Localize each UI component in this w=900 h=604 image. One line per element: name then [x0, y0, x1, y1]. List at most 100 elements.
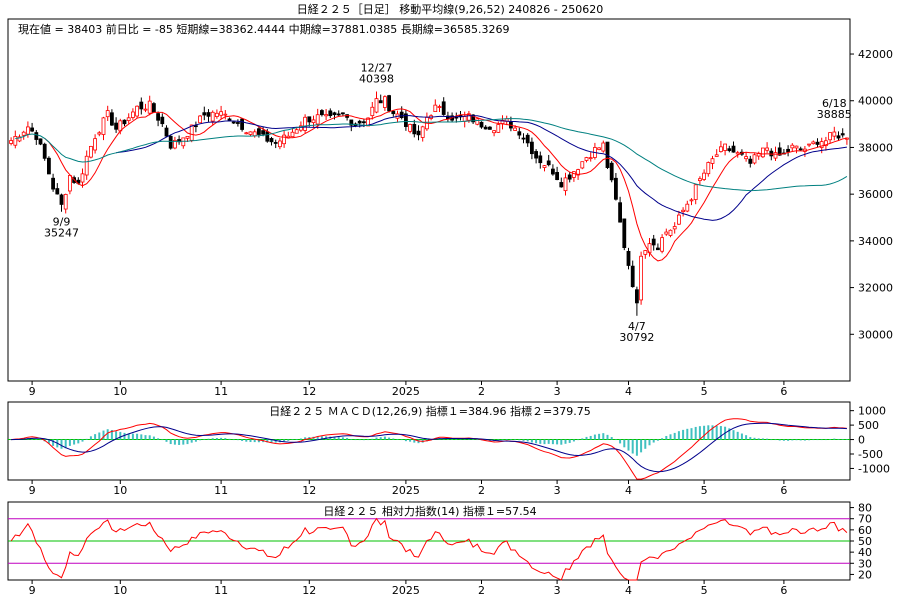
candle-down	[256, 128, 261, 135]
macd-hist-bar	[606, 434, 609, 440]
macd-y-tick-label: -500	[858, 448, 883, 461]
candle-up	[97, 132, 102, 135]
macd-hist-bar	[190, 439, 193, 443]
rsi-month-label: 12	[302, 584, 316, 597]
macd-hist-bar	[715, 425, 718, 440]
rsi-y-tick-label: 40	[858, 546, 872, 559]
macd-hist-bar	[635, 439, 638, 456]
candle-up	[681, 209, 685, 212]
macd-y-tick-label: 500	[858, 419, 879, 432]
candle-down	[261, 130, 266, 135]
candle-up	[710, 158, 715, 164]
macd-hist-bar	[350, 439, 353, 440]
macd-hist-bar	[518, 439, 521, 441]
candle-down	[38, 138, 43, 145]
candle-down	[525, 134, 530, 144]
macd-hist-bar	[52, 439, 55, 446]
macd-hist-bar	[215, 438, 218, 440]
candle-up	[702, 172, 706, 180]
macd-hist-bar	[757, 438, 760, 440]
candle-up	[693, 184, 698, 200]
price-month-label: 2025	[392, 385, 420, 398]
macd-hist-bar	[354, 439, 357, 441]
macd-hist-bar	[131, 433, 134, 440]
candle-up	[542, 165, 547, 168]
macd-hist-bar	[371, 438, 374, 440]
ma-short-line	[44, 108, 847, 262]
candle-down	[47, 157, 51, 175]
macd-hist-bar	[581, 438, 584, 440]
macd-hist-bar	[35, 438, 38, 440]
macd-hist-bar	[173, 439, 176, 445]
candle-up	[420, 126, 425, 138]
candle-down	[168, 135, 173, 149]
macd-hist-bar	[711, 425, 714, 440]
macd-hist-bar	[392, 438, 395, 440]
macd-hist-bar	[661, 438, 664, 440]
candle-up	[80, 173, 85, 183]
macd-hist-bar	[593, 434, 596, 440]
macd-hist-bar	[623, 439, 626, 448]
price-y-tick-label: 36000	[858, 188, 893, 201]
candle-up	[214, 112, 219, 117]
candle-down	[471, 114, 476, 123]
candle-up	[824, 140, 828, 147]
price-y-tick-label: 30000	[858, 328, 893, 341]
macd-hist-bar	[707, 425, 710, 440]
rsi-month-label: 2	[478, 584, 485, 597]
macd-hist-bar	[501, 439, 504, 441]
macd-hist-bar	[98, 432, 101, 440]
macd-hist-bar	[526, 439, 529, 442]
macd-month-label: 6	[780, 484, 787, 497]
candle-up	[126, 117, 131, 121]
candle-up	[588, 157, 593, 160]
macd-hist-bar	[287, 439, 290, 441]
candle-up	[714, 154, 719, 157]
candle-up	[17, 136, 22, 142]
macd-hist-bar	[39, 439, 42, 441]
macd-hist-bar	[808, 439, 811, 441]
macd-month-label: 4	[625, 484, 632, 497]
macd-hist-bar	[358, 439, 361, 441]
macd-month-label: 2025	[392, 484, 420, 497]
macd-hist-bar	[77, 439, 80, 444]
candle-down	[160, 116, 165, 125]
candle-up	[572, 171, 576, 178]
candle-down	[231, 121, 236, 124]
macd-panel-frame	[7, 401, 851, 481]
macd-hist-bar	[778, 439, 781, 441]
macd-hist-bar	[530, 439, 533, 443]
rsi-month-label: 10	[113, 584, 127, 597]
candle-down	[399, 111, 404, 119]
candle-up	[773, 152, 778, 159]
macd-hist-bar	[610, 437, 613, 440]
candle-down	[651, 238, 656, 246]
macd-hist-bar	[694, 426, 697, 440]
candle-up	[324, 114, 329, 117]
macd-hist-bar	[824, 439, 827, 441]
rsi-y-tick-label: 60	[858, 524, 872, 537]
macd-hist-bar	[106, 429, 109, 440]
candle-down	[265, 131, 270, 142]
price-panel-frame	[7, 18, 851, 382]
macd-y-tick-label: -1000	[858, 462, 890, 475]
macd-hist-bar	[283, 439, 286, 442]
macd-hist-bar	[703, 425, 706, 440]
macd-hist-bar	[551, 439, 554, 445]
macd-hist-bar	[232, 439, 235, 441]
candle-down	[151, 103, 156, 113]
annotation-label: 35247	[44, 227, 79, 240]
macd-hist-bar	[472, 439, 475, 440]
macd-hist-bar	[497, 439, 500, 441]
macd-hist-bar	[379, 437, 382, 440]
macd-hist-bar	[770, 439, 773, 441]
macd-hist-bar	[245, 439, 248, 442]
candle-down	[534, 151, 538, 159]
macd-hist-bar	[409, 439, 412, 442]
price-month-label: 5	[701, 385, 708, 398]
candle-up	[496, 124, 501, 133]
candle-down	[412, 123, 417, 135]
candle-down	[30, 127, 35, 132]
rsi-title: 日経２２５ 相対力指数(14) 指標１=57.54	[323, 504, 536, 518]
macd-hist-bar	[404, 439, 407, 442]
